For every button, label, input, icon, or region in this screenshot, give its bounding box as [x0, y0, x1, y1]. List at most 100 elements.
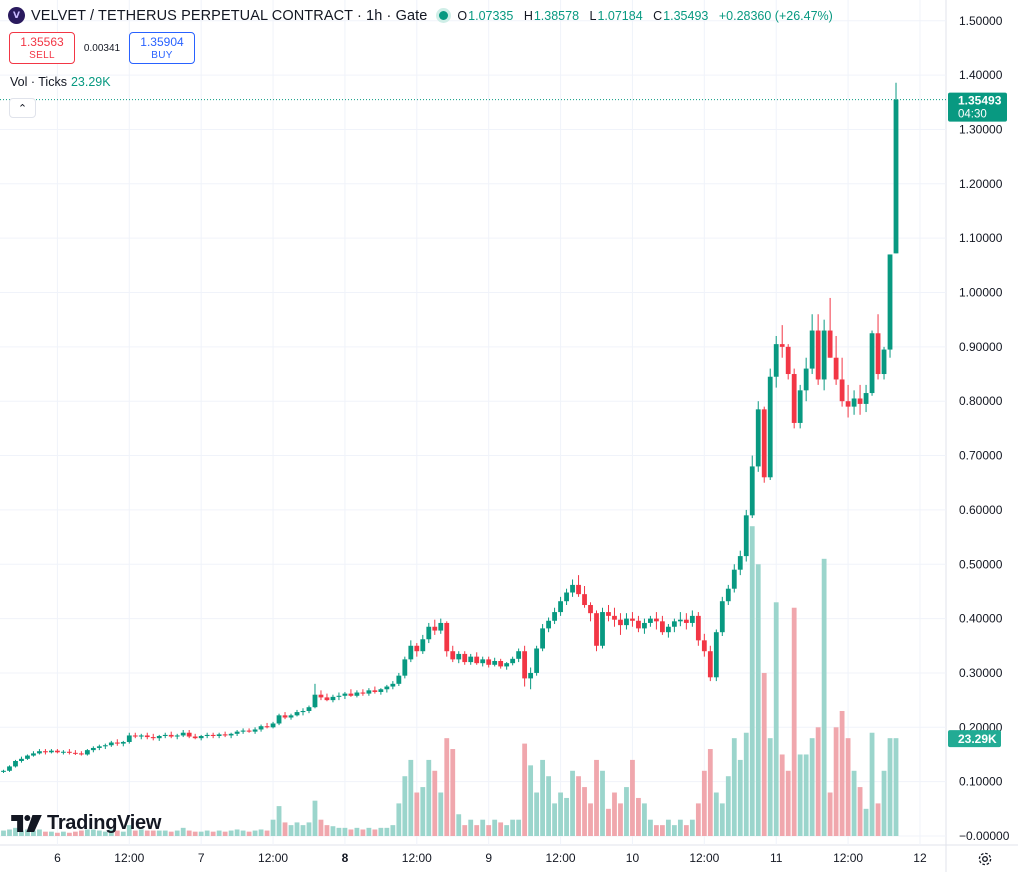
candle-body	[576, 584, 581, 595]
volume-legend[interactable]: Vol · Ticks 23.29K	[10, 75, 111, 89]
price-tick-label: 0.30000	[959, 666, 1003, 680]
volume-bar	[360, 829, 366, 836]
volume-bar	[743, 732, 749, 836]
candle-body	[234, 731, 240, 734]
candle-body	[390, 683, 396, 687]
countdown-value: 04:30	[958, 109, 987, 121]
candle-body	[839, 379, 845, 402]
volume-bar	[348, 829, 354, 836]
volume-bar	[216, 830, 222, 836]
symbol-title[interactable]: VELVET / TETHERUS PERPETUAL CONTRACT · 1…	[31, 7, 428, 24]
candle-body	[384, 686, 390, 690]
volume-bar	[156, 830, 162, 836]
volume-bars	[1, 526, 899, 836]
candle-body	[72, 752, 78, 754]
candle-body	[588, 605, 593, 614]
tradingview-brand[interactable]: TradingView	[11, 812, 161, 835]
candle-body	[564, 592, 569, 602]
volume-bar	[612, 792, 617, 836]
last-price-value: 1.35493	[958, 94, 1002, 108]
candle-body	[833, 357, 839, 380]
volume-bar	[839, 710, 845, 836]
volume-bar	[600, 770, 605, 836]
volume-bar	[396, 803, 402, 836]
tradingview-logo-icon	[11, 815, 42, 832]
price-axis: 1.50000 1.40000 1.30000 1.20000 1.10000 1.000…	[959, 14, 1010, 843]
volume-bar	[504, 825, 510, 836]
volume-bar	[833, 727, 839, 836]
candle-body	[336, 695, 342, 697]
volume-bar	[821, 558, 827, 836]
candle-body	[270, 723, 276, 728]
volume-bar	[120, 831, 126, 836]
candle-body	[360, 692, 366, 694]
candle-body	[408, 645, 414, 660]
candle-body	[803, 368, 809, 391]
volume-bar	[114, 830, 120, 836]
candle-body	[719, 601, 725, 633]
volume-bar	[96, 830, 102, 836]
volume-bar	[857, 787, 863, 836]
candle-body	[480, 659, 486, 664]
volume-bar	[851, 770, 857, 836]
candle-body	[654, 618, 659, 622]
volume-bar	[414, 792, 420, 836]
volume-bar	[689, 819, 695, 836]
time-tick-label: 12:00	[546, 851, 576, 865]
candle-body	[558, 601, 563, 613]
candle-body	[168, 734, 174, 737]
ohlc-readout: O1.07335 H1.38578 L1.07184 C1.35493 +0.2…	[457, 9, 832, 23]
candle-body	[66, 751, 72, 753]
candle-body	[863, 393, 869, 404]
volume-bar	[528, 765, 534, 836]
volume-bar	[282, 822, 288, 836]
volume-bar	[102, 831, 108, 836]
volume-bar	[719, 803, 725, 836]
volume-bar	[594, 759, 599, 836]
volume-bar	[797, 754, 803, 836]
candle-body	[827, 330, 833, 358]
candle-body	[402, 659, 408, 676]
candle-body	[516, 651, 522, 659]
volume-bar	[546, 776, 551, 836]
price-tick-label: 1.30000	[959, 122, 1003, 136]
symbol-logo-icon[interactable]: V	[8, 7, 25, 24]
volume-bar	[138, 829, 144, 836]
volume-bar	[665, 819, 671, 836]
candle-body	[1, 770, 6, 772]
candle-body	[875, 333, 881, 375]
candle-body	[660, 621, 665, 633]
price-tick-label: 0.70000	[959, 449, 1003, 463]
volume-bar	[222, 831, 228, 836]
candle-body	[420, 639, 426, 652]
volume-bar	[174, 830, 180, 836]
candle-body	[378, 689, 384, 692]
buy-button[interactable]: 1.35904 BUY	[129, 32, 195, 64]
volume-bar	[677, 819, 683, 836]
candle-body	[108, 742, 114, 746]
volume-bar	[126, 825, 132, 836]
collapse-legend-button[interactable]: ⌃	[9, 98, 36, 118]
volume-bar	[552, 803, 557, 836]
candle-body	[300, 710, 306, 713]
volume-bar	[252, 830, 258, 836]
volume-bar	[576, 776, 581, 836]
candle-body	[636, 620, 641, 629]
candle-body	[96, 746, 102, 748]
volume-bar	[881, 770, 887, 836]
candle-body	[25, 755, 30, 759]
volume-bar	[198, 831, 204, 836]
volume-bar	[306, 822, 312, 836]
time-tick-label: 12:00	[833, 851, 863, 865]
volume-bar	[725, 776, 731, 836]
sell-button[interactable]: 1.35563 SELL	[9, 32, 75, 64]
candle-body	[19, 758, 24, 761]
candle-body	[468, 656, 474, 663]
candle-body	[150, 737, 156, 739]
settings-gear-icon[interactable]	[977, 851, 993, 867]
candle-body	[450, 651, 456, 660]
candle-body	[186, 732, 192, 737]
volume-bar	[815, 727, 821, 836]
candle-body	[474, 656, 480, 664]
